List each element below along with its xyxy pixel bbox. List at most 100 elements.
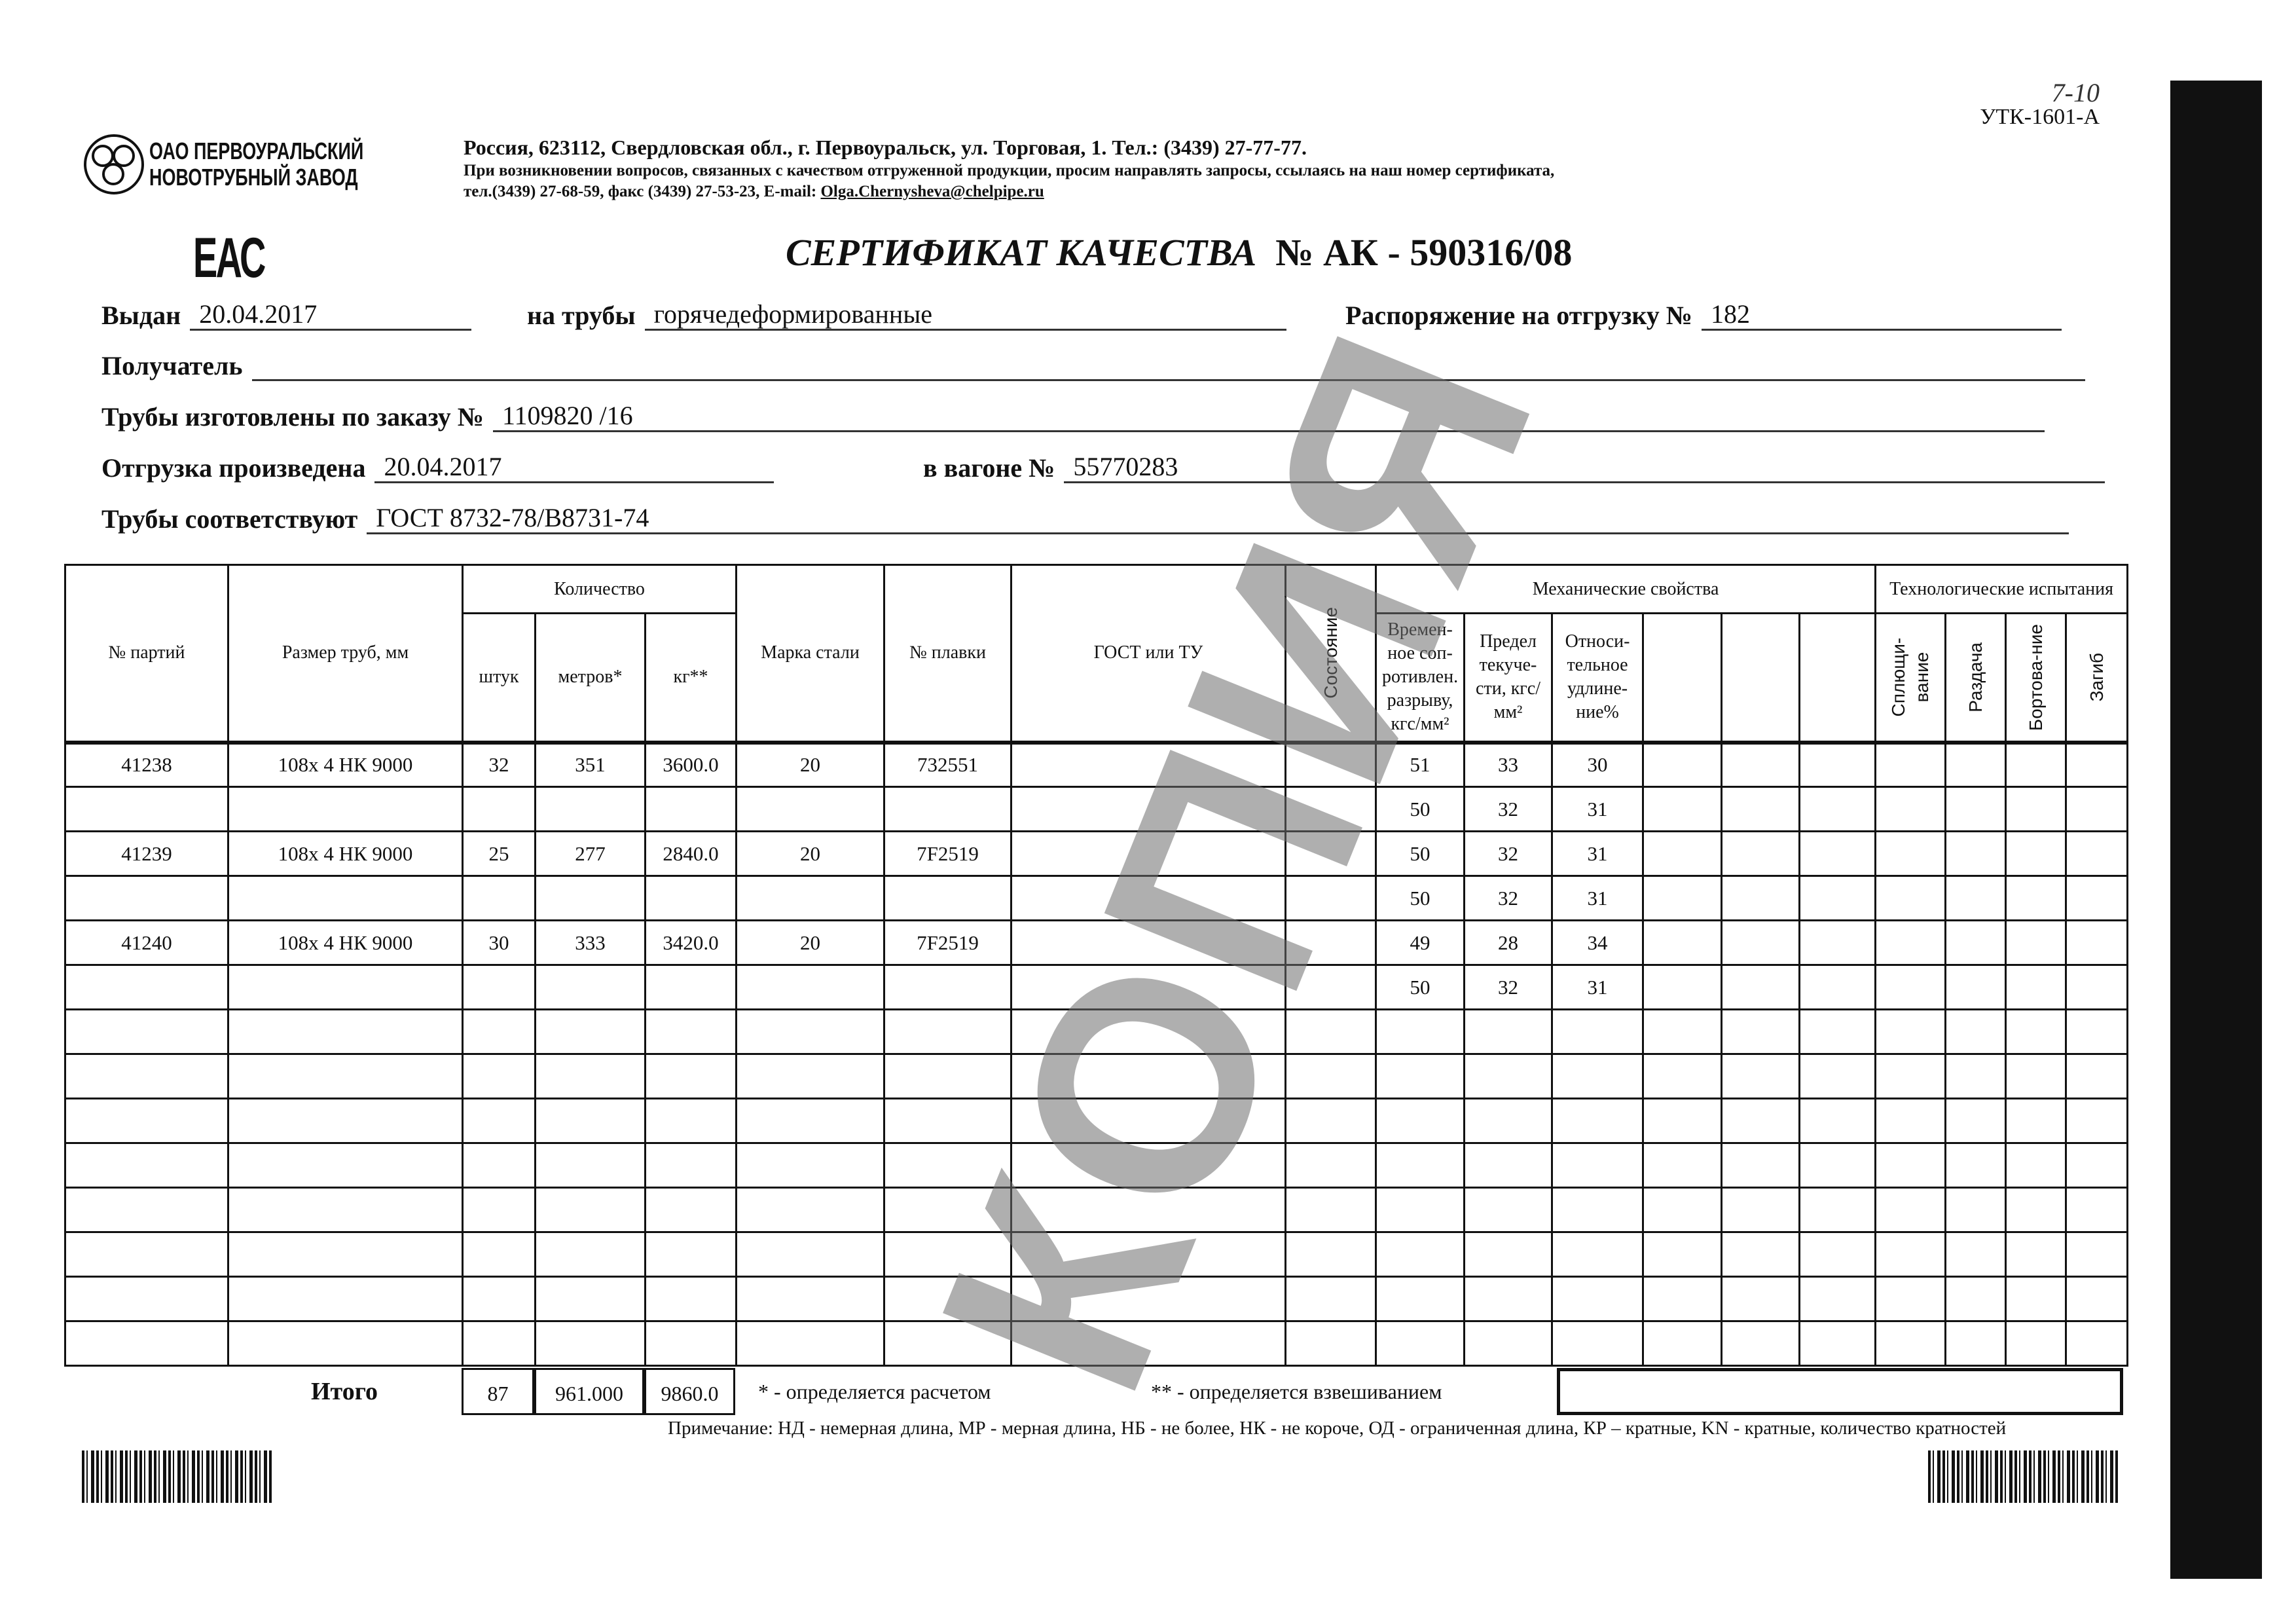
cell-m: 277 (534, 830, 646, 877)
cell-y: 32 (1463, 964, 1554, 1010)
empty-cell (1285, 875, 1377, 921)
empty-cell (2005, 875, 2068, 921)
empty-cell (644, 1231, 738, 1278)
empty-cell (1375, 1008, 1466, 1055)
empty-cell (1944, 964, 2007, 1010)
address: Россия, 623112, Свердловская обл., г. Пе… (464, 136, 1307, 159)
empty-cell (1010, 786, 1287, 832)
empty-cell (1463, 1231, 1554, 1278)
cell-e: 34 (1551, 919, 1645, 966)
cell-size (227, 786, 464, 832)
table-row (64, 1098, 2129, 1144)
shipped-value: 20.04.2017 (374, 451, 774, 483)
empty-cell (1463, 1053, 1554, 1099)
empty-cell (1463, 1098, 1554, 1144)
header-yield: Предел текуче-сти, кгс/мм² (1463, 612, 1554, 743)
header-tech: Технологические испытания (1874, 564, 2129, 614)
empty-cell (534, 1320, 646, 1367)
empty-cell (1375, 1098, 1466, 1144)
header-tensile: Времен-ное соп-ротивлен. разрыву, кгс/мм… (1375, 612, 1466, 743)
empty-cell (1798, 875, 1877, 921)
empty-cell (2065, 1320, 2129, 1367)
empty-cell (1874, 919, 1947, 966)
empty-cell (1944, 1053, 2007, 1099)
empty-cell (1798, 1098, 1877, 1144)
cell-y: 33 (1463, 740, 1554, 788)
empty-cell (2005, 1187, 2068, 1233)
cell-steel (735, 964, 886, 1010)
empty-cell (1375, 1187, 1466, 1233)
empty-cell (64, 1053, 229, 1099)
cell-t: 50 (1375, 830, 1466, 877)
empty-cell (1285, 830, 1377, 877)
table-row: 41238 108х 4 НК 9000 32 351 3600.0 20 732551 51… (64, 740, 2129, 788)
wagon-value: 55770283 (1064, 451, 2105, 483)
eac-mark: ЕАС (193, 227, 266, 289)
empty-cell (1721, 1142, 1801, 1189)
empty-cell (1798, 1187, 1877, 1233)
empty-cell (1010, 875, 1287, 921)
cell-heat (883, 786, 1013, 832)
empty-cell (1285, 1231, 1377, 1278)
email-link[interactable]: Olga.Chernysheva@chelpipe.ru (820, 183, 1044, 200)
cell-kg (644, 964, 738, 1010)
empty-cell (1285, 1008, 1377, 1055)
cell-pcs (462, 786, 536, 832)
cell-y: 32 (1463, 830, 1554, 877)
empty-cell (64, 1276, 229, 1322)
empty-cell (534, 1187, 646, 1233)
empty-cell (1874, 786, 1947, 832)
table-row (64, 1053, 2129, 1099)
cell-heat (883, 875, 1013, 921)
empty-cell (2005, 786, 2068, 832)
empty-cell (1874, 1187, 1947, 1233)
empty-cell (1285, 1276, 1377, 1322)
empty-cell (1944, 919, 2007, 966)
empty-cell (1721, 786, 1801, 832)
empty-cell (1642, 1320, 1723, 1367)
empty-cell (1798, 1008, 1877, 1055)
empty-cell (1010, 1142, 1287, 1189)
empty-cell (534, 1231, 646, 1278)
empty-cell (1721, 740, 1801, 788)
empty-cell (1285, 786, 1377, 832)
empty-cell (2065, 1053, 2129, 1099)
empty-cell (64, 1008, 229, 1055)
cell-batch (64, 786, 229, 832)
empty-cell (1874, 1231, 1947, 1278)
empty-cell (1010, 830, 1287, 877)
note-calculated: * - определяется расчетом (758, 1380, 991, 1403)
table-row (64, 1187, 2129, 1233)
empty-cell (1721, 1008, 1801, 1055)
cell-batch (64, 875, 229, 921)
made-label: Трубы изготовлены по заказу № (101, 402, 484, 432)
empty-cell (1551, 1187, 1645, 1233)
empty-cell (2065, 1142, 2129, 1189)
empty-cell (1721, 1276, 1801, 1322)
empty-cell (1944, 1098, 2007, 1144)
cell-batch: 41239 (64, 830, 229, 877)
empty-cell (1721, 919, 1801, 966)
cell-size: 108х 4 НК 9000 (227, 830, 464, 877)
cell-t: 50 (1375, 786, 1466, 832)
empty-cell (735, 1142, 886, 1189)
table-row (64, 1142, 2129, 1189)
empty-cell (2005, 1320, 2068, 1367)
empty-cell (1721, 964, 1801, 1010)
empty-cell (2065, 1008, 2129, 1055)
empty-cell (644, 1008, 738, 1055)
empty-cell (462, 1231, 536, 1278)
scan-edge-strip (2170, 81, 2262, 1579)
empty-cell (1551, 1320, 1645, 1367)
header-batch: № партий (64, 564, 229, 743)
cell-m: 333 (534, 919, 646, 966)
empty-cell (1285, 740, 1377, 788)
empty-cell (735, 1231, 886, 1278)
empty-cell (1798, 1320, 1877, 1367)
empty-cell (644, 1053, 738, 1099)
empty-cell (1285, 919, 1377, 966)
totals-kg: 9860.0 (644, 1368, 735, 1415)
issued-label: Выдан (101, 301, 181, 330)
cell-kg (644, 786, 738, 832)
empty-cell (735, 1008, 886, 1055)
